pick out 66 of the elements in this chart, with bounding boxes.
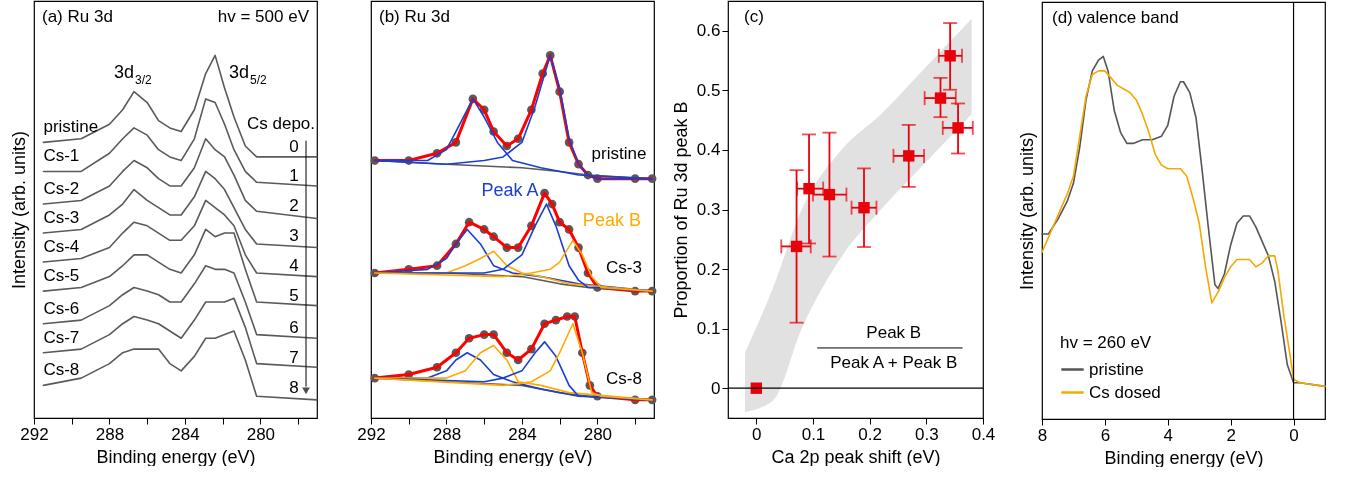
annotation: Peak A + Peak B [830,352,958,372]
x-axis-title: Ca 2p peak shift (eV) [771,446,941,467]
series-label: Cs-2 [43,179,80,199]
annotation: Peak B [866,322,922,342]
x-tick-label: 2 [1226,425,1236,445]
series-label: Cs-3 [43,208,80,228]
y-tick-label: 0.5 [696,80,721,100]
x-tick-label: 0.2 [858,424,882,444]
series-label: Cs-5 [43,266,80,286]
series-label: Cs-6 [43,298,80,318]
text: hv = 500 eV [217,7,310,26]
legend-title: hv = 260 eV [1060,333,1152,352]
y-tick-label: 0.3 [696,200,721,219]
series-label: Peak A [481,180,539,201]
annotation: Cs-3 [606,258,642,277]
y-tick-label: 0.2 [696,259,721,279]
y-axis-title: Proportion of Ru 3d peak B [670,101,691,319]
x-tick-label: 0 [752,424,762,444]
x-tick-label: 280 [583,424,613,444]
x-tick-label: 288 [95,424,125,444]
x-axis-title: Binding energy (eV) [1104,447,1264,468]
x-tick-label: 0.4 [971,424,996,444]
x-tick-label: 0 [1289,425,1299,445]
annotation: 4 [289,256,299,275]
annotation: 1 [289,166,299,185]
series-label: Cs-8 [43,360,80,380]
series-label: Peak B [582,210,641,231]
annotation: Cs depo. [246,114,316,133]
annotation: Cs-8 [606,369,642,388]
series-label: Cs-4 [43,237,80,257]
x-tick-label: 8 [1037,425,1048,445]
x-axis-title: Binding energy (eV) [433,446,593,467]
annotation: 2 [289,196,299,215]
y-tick-label: 0.1 [696,319,721,339]
annotation: 7 [289,348,299,367]
y-axis-title: Intensity (arb. units) [8,130,29,290]
annotation: (c) [744,7,764,26]
annotation: 8 [289,378,299,397]
x-tick-label: 292 [357,424,386,444]
x-tick-label: 0.3 [915,424,939,444]
y-tick-label: 0.4 [696,140,721,160]
x-tick-label: 6 [1100,425,1111,445]
x-tick-label: 288 [432,424,462,444]
annotation: 5 [289,286,299,305]
x-tick-label: 280 [246,424,276,444]
x-tick-label: 0.1 [801,424,826,444]
annotation: 6 [289,318,299,337]
series-label: pristine [43,117,99,137]
y-tick-label: 0 [711,378,721,398]
x-tick-label: 292 [20,424,49,444]
text: (a) Ru 3d [42,7,113,26]
series-label: Cs-1 [43,146,80,166]
y-axis-title: Intensity (arb. units) [1016,131,1037,291]
annotation: 0 [289,137,299,156]
text: (d) valence band [1052,8,1179,27]
series-label: Cs-7 [43,327,80,347]
legend-label: Cs dosed [1089,382,1161,402]
x-tick-label: 284 [508,424,537,444]
annotation: 3 [289,226,299,245]
x-axis-title: Binding energy (eV) [96,446,256,467]
annotation: pristine [591,144,647,163]
x-tick-label: 4 [1163,425,1174,445]
y-tick-label: 0.6 [696,21,721,41]
text: (b) Ru 3d [379,7,450,26]
legend-label: pristine [1089,359,1144,379]
x-tick-label: 284 [171,424,200,444]
